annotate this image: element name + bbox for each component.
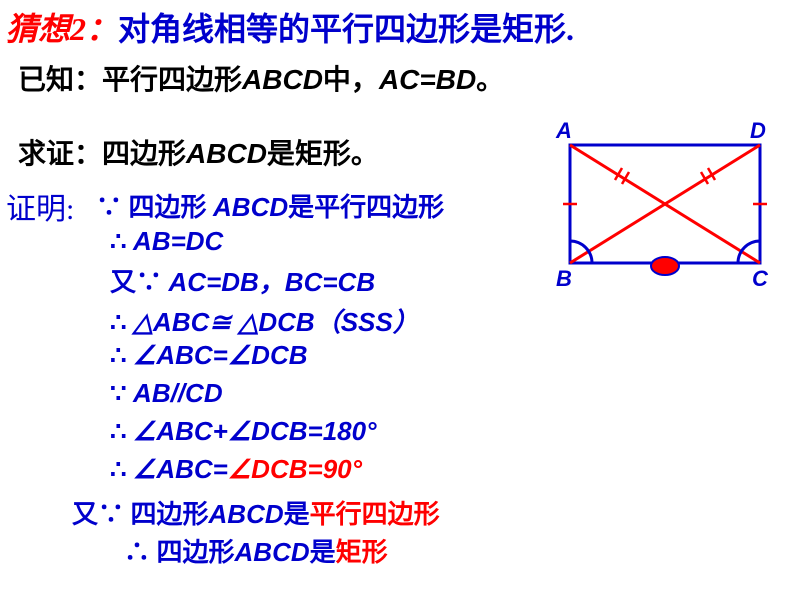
prove-b: ABCD xyxy=(186,138,267,169)
vertex-c: C xyxy=(752,266,768,292)
prove-line: 求证：四边形ABCD是矩形。 xyxy=(18,132,379,172)
step-symbol: ∴ xyxy=(110,308,133,337)
step-part: △ABC≅ △DCB（SSS） xyxy=(133,307,419,337)
proof-label: 证明: xyxy=(6,184,74,228)
step-part: ABCD xyxy=(209,499,284,529)
proof-step-2: 又∵ AC=DB，BC=CB xyxy=(110,262,375,299)
proof-step-1: ∴ AB=DC xyxy=(110,226,223,257)
given-c: 中， xyxy=(323,65,379,96)
step-part: 是平行四边形 xyxy=(288,193,444,222)
diagram-svg xyxy=(540,120,780,300)
title-prefix: 猜想2： xyxy=(6,11,118,47)
proof-step-0: ∵ 四边形 ABCD是平行四边形 xyxy=(96,187,444,224)
bc-marker xyxy=(651,257,679,275)
proof-step-8: 又∵ 四边形ABCD是平行四边形 xyxy=(72,494,440,531)
step-part: 四边形 xyxy=(129,193,214,222)
step-symbol: ∵ xyxy=(96,193,129,222)
step-symbol: ∴ xyxy=(110,417,133,446)
step-symbol: ∴ xyxy=(110,455,133,484)
step-part: 是 xyxy=(284,500,310,529)
proof-step-4: ∴ ∠ABC=∠DCB xyxy=(110,340,308,371)
vertex-a: A xyxy=(556,118,572,144)
prove-a: 四边形 xyxy=(102,139,186,170)
step-part: 矩形 xyxy=(336,538,388,567)
given-d: AC=BD xyxy=(379,64,476,95)
given-label: 已知： xyxy=(18,65,102,96)
proof-step-3: ∴ △ABC≅ △DCB（SSS） xyxy=(110,302,419,339)
step-part: 平行四边形 xyxy=(310,500,440,529)
vertex-d: D xyxy=(750,118,766,144)
step-symbol: 又∵ xyxy=(110,268,169,297)
step-part: AB//CD xyxy=(133,378,223,408)
title-text: 对角线相等的平行四边形是矩形. xyxy=(118,11,574,47)
step-symbol: ∴ xyxy=(110,341,133,370)
proof-step-7: ∴ ∠ABC=∠DCB=90° xyxy=(110,454,362,485)
prove-label: 求证： xyxy=(18,139,102,170)
diagram: A D B C xyxy=(540,120,780,300)
given-b: ABCD xyxy=(242,64,323,95)
step-part: ∠ABC+∠DCB=180° xyxy=(133,416,376,446)
step-part: ABCD xyxy=(235,537,310,567)
step-part: 四边形 xyxy=(131,500,209,529)
step-part: 是 xyxy=(310,538,336,567)
given-a: 平行四边形 xyxy=(102,65,242,96)
prove-c: 是矩形。 xyxy=(267,139,379,170)
step-part: 四边形 xyxy=(157,538,235,567)
step-symbol: ∵ xyxy=(110,379,133,408)
given-e: 。 xyxy=(476,65,504,96)
conjecture-title: 猜想2：对角线相等的平行四边形是矩形. xyxy=(6,4,574,50)
proof-step-6: ∴ ∠ABC+∠DCB=180° xyxy=(110,416,376,447)
step-part: ABCD xyxy=(213,192,288,222)
step-part: AB=DC xyxy=(133,226,223,256)
step-part: ∠ABC=∠DCB xyxy=(133,340,307,370)
step-part: ∠DCB=90° xyxy=(228,454,362,484)
vertex-b: B xyxy=(556,266,572,292)
step-symbol: ∴ xyxy=(124,538,157,567)
step-part: AC=DB，BC=CB xyxy=(169,267,376,297)
proof-step-5: ∵ AB//CD xyxy=(110,378,223,409)
proof-step-9: ∴ 四边形ABCD是矩形 xyxy=(124,532,388,569)
step-part: ∠ABC= xyxy=(133,454,228,484)
step-symbol: ∴ xyxy=(110,227,133,256)
given-line: 已知：平行四边形ABCD中，AC=BD。 xyxy=(18,58,504,98)
step-symbol: 又∵ xyxy=(72,500,131,529)
